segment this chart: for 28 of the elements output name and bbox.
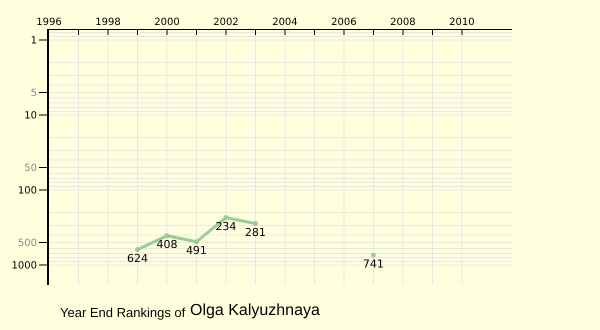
y-tick-label: 100 [18,185,37,196]
y-tick-label: 1000 [12,260,37,272]
x-tick-label: 2008 [390,17,416,28]
x-tick-label: 2000 [154,17,180,28]
x-tick-label: 2010 [449,17,475,28]
point [194,239,199,244]
data-label: 408 [156,238,178,252]
text: Year End Rankings of [60,305,186,320]
point [134,247,140,252]
y-tick-label: 5 [30,88,37,99]
y-tick-label: 50 [24,162,37,174]
y-tick-label: 10 [24,110,37,122]
data-label: 491 [186,244,207,258]
x-tick-label: 1996 [36,17,62,28]
y-tick-label: 500 [18,238,37,249]
point [223,215,228,220]
point [164,233,170,238]
x-tick-label: 2002 [213,17,239,28]
data-label: 234 [215,220,236,233]
data-label: 741 [362,258,384,271]
x-tick-label: 2004 [272,17,298,28]
data-label: 281 [244,226,266,239]
point [252,221,258,226]
data-label: 624 [126,252,148,265]
x-tick-label: 1998 [95,17,121,28]
x-tick-label: 2006 [331,17,357,28]
y-tick-label: 1 [30,35,37,46]
text: Olga Kalyuzhnaya [190,302,320,319]
